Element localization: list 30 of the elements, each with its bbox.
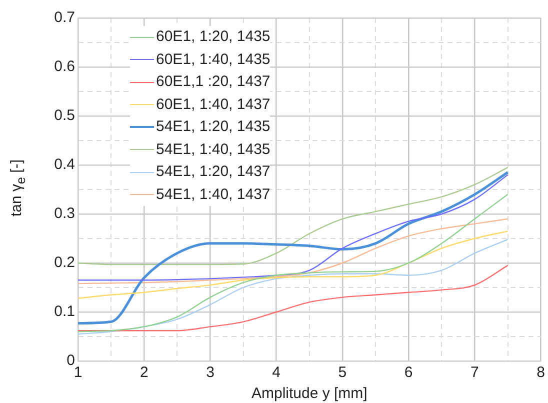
- x-tick-label: 8: [536, 364, 545, 382]
- y-tick-label: 0.4: [54, 156, 75, 174]
- x-tick-label: 7: [470, 364, 479, 382]
- y-tick-label: 0.5: [54, 107, 75, 124]
- legend-label: 54E1, 1:40, 1435: [156, 140, 270, 160]
- x-tick-label: 3: [206, 364, 214, 382]
- x-tick-label: 4: [272, 364, 281, 382]
- x-tick-label: 1: [74, 364, 82, 382]
- legend-label: 60E1, 1:40, 1437: [156, 94, 270, 114]
- legend-label: 54E1, 1:40, 1437: [156, 184, 270, 204]
- line-series: [78, 230, 508, 299]
- x-axis-title: Amplitude y [mm]: [251, 385, 368, 402]
- y-tick-label: 0.7: [54, 9, 75, 26]
- legend-label: 60E1,1 :20, 1437: [156, 72, 270, 92]
- legend-label: 54E1, 1:20, 1435: [156, 117, 270, 137]
- line-series: [78, 218, 508, 284]
- line-series: [78, 264, 508, 332]
- x-tick-label: 2: [140, 364, 148, 382]
- line-series: [78, 166, 508, 266]
- y-tick-label: 0: [66, 352, 75, 370]
- line-series: [78, 238, 508, 335]
- x-tick-label: 5: [338, 364, 347, 382]
- y-tick-label: 0.1: [54, 303, 75, 320]
- legend-label: 60E1, 1:20, 1435: [156, 27, 270, 47]
- legend-label: 54E1, 1:20, 1437: [156, 162, 270, 182]
- y-tick-label: 0.6: [54, 58, 75, 76]
- y-tick-label: 0.3: [54, 205, 75, 222]
- x-tick-label: 6: [404, 364, 413, 382]
- y-tick-label: 0.2: [54, 254, 75, 272]
- legend-label: 60E1, 1:40, 1435: [156, 50, 270, 70]
